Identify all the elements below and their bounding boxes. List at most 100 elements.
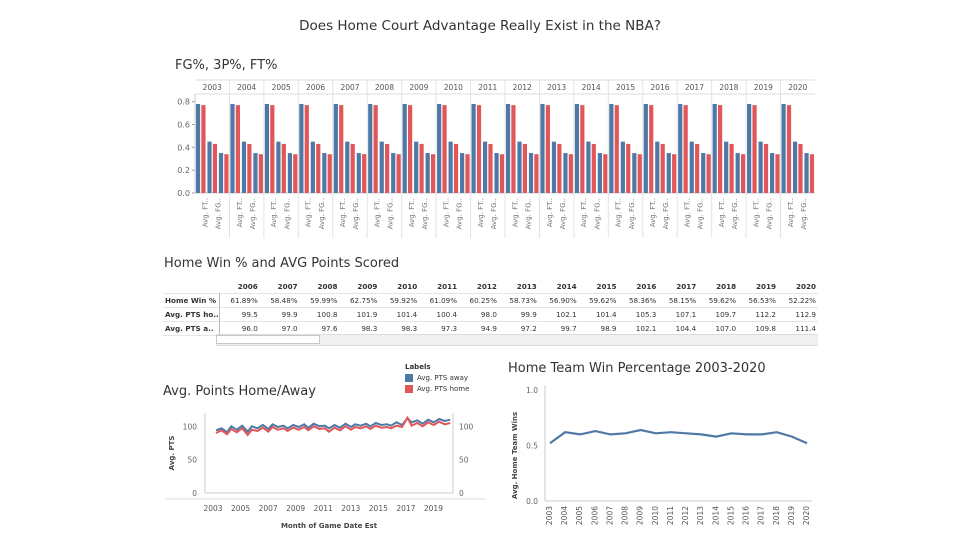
x-tick-label: 2005 (575, 506, 584, 525)
column-header-2010: 2010 (397, 282, 418, 291)
legend-item-home[interactable]: Avg. PTS home (405, 385, 469, 393)
bar-home-2019 (775, 154, 780, 193)
column-header-2012: 2012 (476, 282, 497, 291)
bar-home-2011 (476, 105, 482, 193)
legend-item-away[interactable]: Avg. PTS away (405, 374, 469, 382)
bar-home-2016 (672, 154, 677, 193)
bar-home-2004 (235, 105, 240, 193)
bar-home-2007 (350, 143, 355, 193)
bar-away-2016 (655, 141, 660, 193)
bar-home-2019 (763, 143, 769, 193)
bar-home-2011 (499, 154, 505, 193)
table-cell: 100.4 (419, 307, 460, 322)
bar-home-2012 (522, 143, 528, 193)
year-header-2013: 2013 (547, 83, 566, 92)
bar-home-2005 (293, 154, 298, 193)
metric-label: Avg. FG.. (800, 198, 808, 229)
bar-away-2007 (333, 103, 338, 193)
bar-home-2013 (568, 154, 573, 193)
y-tick-label: 0.8 (177, 98, 190, 107)
year-header-2015: 2015 (616, 83, 635, 92)
bar-away-2014 (574, 103, 580, 193)
bar-away-2008 (391, 153, 396, 193)
bar-home-2016 (660, 143, 665, 193)
table-cell: 58.48% (259, 293, 300, 308)
bar-home-2010 (442, 105, 447, 193)
y-axis-title: Avg. Home Team Wins (511, 412, 519, 499)
table-cell: 112.2 (738, 307, 778, 322)
x-tick-label: 2003 (203, 504, 222, 513)
scrollbar-thumb[interactable] (216, 335, 320, 344)
column-header-2017: 2017 (676, 282, 697, 291)
bar-away-2004 (230, 103, 235, 193)
bar-home-2020 (786, 105, 792, 193)
legend-label-home: Avg. PTS home (417, 385, 470, 393)
metric-label: Avg. FT.. (236, 198, 244, 227)
y-tick-left: 100 (183, 422, 198, 431)
metric-label: Avg. FT.. (752, 198, 760, 227)
bar-away-2005 (287, 153, 292, 193)
legend-swatch-home (405, 385, 413, 393)
x-tick-label: 2018 (772, 506, 781, 525)
year-header-2007: 2007 (340, 83, 359, 92)
bar-away-2008 (379, 141, 384, 193)
table-cell: 56.53% (738, 293, 778, 308)
x-tick-label: 2016 (742, 506, 751, 525)
x-tick-label: 2020 (802, 506, 811, 525)
bar-away-2015 (632, 153, 637, 193)
x-tick-label: 2007 (605, 506, 614, 525)
bar-home-2007 (339, 105, 344, 193)
metric-label: Avg. FG.. (662, 198, 670, 229)
bar-home-2004 (247, 143, 252, 193)
home-win-title: Home Team Win Percentage 2003-2020 (508, 361, 766, 376)
table-cell: 102.1 (538, 307, 579, 322)
table-row: Avg. PTS ho.. 99.5 99.9 100.8 101.9 101.4 100.… (163, 307, 818, 322)
metric-label: Avg. FT.. (511, 198, 519, 227)
bar-home-2014 (580, 105, 585, 193)
legend-title: Labels (405, 363, 431, 371)
bar-home-2009 (408, 105, 413, 193)
x-tick-label: 2017 (396, 504, 415, 513)
row-header: Avg. PTS ho.. (163, 307, 220, 322)
x-tick-label: 2011 (314, 504, 333, 513)
table-horizontal-scrollbar[interactable] (216, 334, 818, 346)
table-cell: 56.90% (538, 293, 579, 308)
x-tick-label: 2009 (636, 506, 645, 525)
y-tick-label: 0.2 (177, 166, 190, 175)
bar-home-2006 (327, 154, 332, 193)
metric-label: Avg. FG.. (283, 198, 291, 229)
win-pts-table: 2006 2007 2008 2009 2010 2011 2012 2013 2014 2015… (163, 280, 818, 336)
year-header-2017: 2017 (685, 83, 704, 92)
column-header-2007: 2007 (277, 282, 298, 291)
y-tick-left: 50 (187, 456, 197, 465)
table-cell: 59.99% (299, 293, 340, 308)
table-cell: 62.75% (339, 293, 380, 308)
table-cell: 58.15% (658, 293, 699, 308)
bar-home-2018 (729, 143, 734, 193)
y-tick-label: 0.0 (177, 189, 190, 198)
metric-label: Avg. FT.. (580, 198, 588, 227)
bar-away-2003 (207, 141, 212, 193)
table-cell: 107.1 (658, 307, 699, 322)
bar-home-2004 (258, 154, 263, 193)
bar-home-2015 (614, 105, 619, 193)
bar-away-2018 (712, 103, 717, 193)
bar-home-2011 (488, 143, 493, 193)
metric-label: Avg. FT.. (305, 198, 313, 227)
table-cell: 105.3 (618, 307, 659, 322)
bar-away-2009 (402, 103, 407, 193)
x-tick-label: 2015 (369, 504, 388, 513)
bar-away-2010 (437, 103, 442, 193)
metric-label: Avg. FT.. (546, 198, 554, 227)
metric-label: Avg. FG.. (490, 198, 498, 229)
bar-away-2019 (770, 153, 775, 193)
legend-swatch-away (405, 374, 413, 382)
column-header-2018: 2018 (716, 282, 737, 291)
bar-home-2008 (396, 154, 401, 193)
y-tick-right: 50 (459, 456, 469, 465)
bar-away-2017 (678, 103, 683, 193)
dashboard-title: Does Home Court Advantage Really Exist i… (299, 18, 661, 34)
bar-away-2006 (310, 141, 315, 193)
x-tick-label: 2017 (757, 506, 766, 525)
table-cell: 61.89% (219, 293, 260, 308)
